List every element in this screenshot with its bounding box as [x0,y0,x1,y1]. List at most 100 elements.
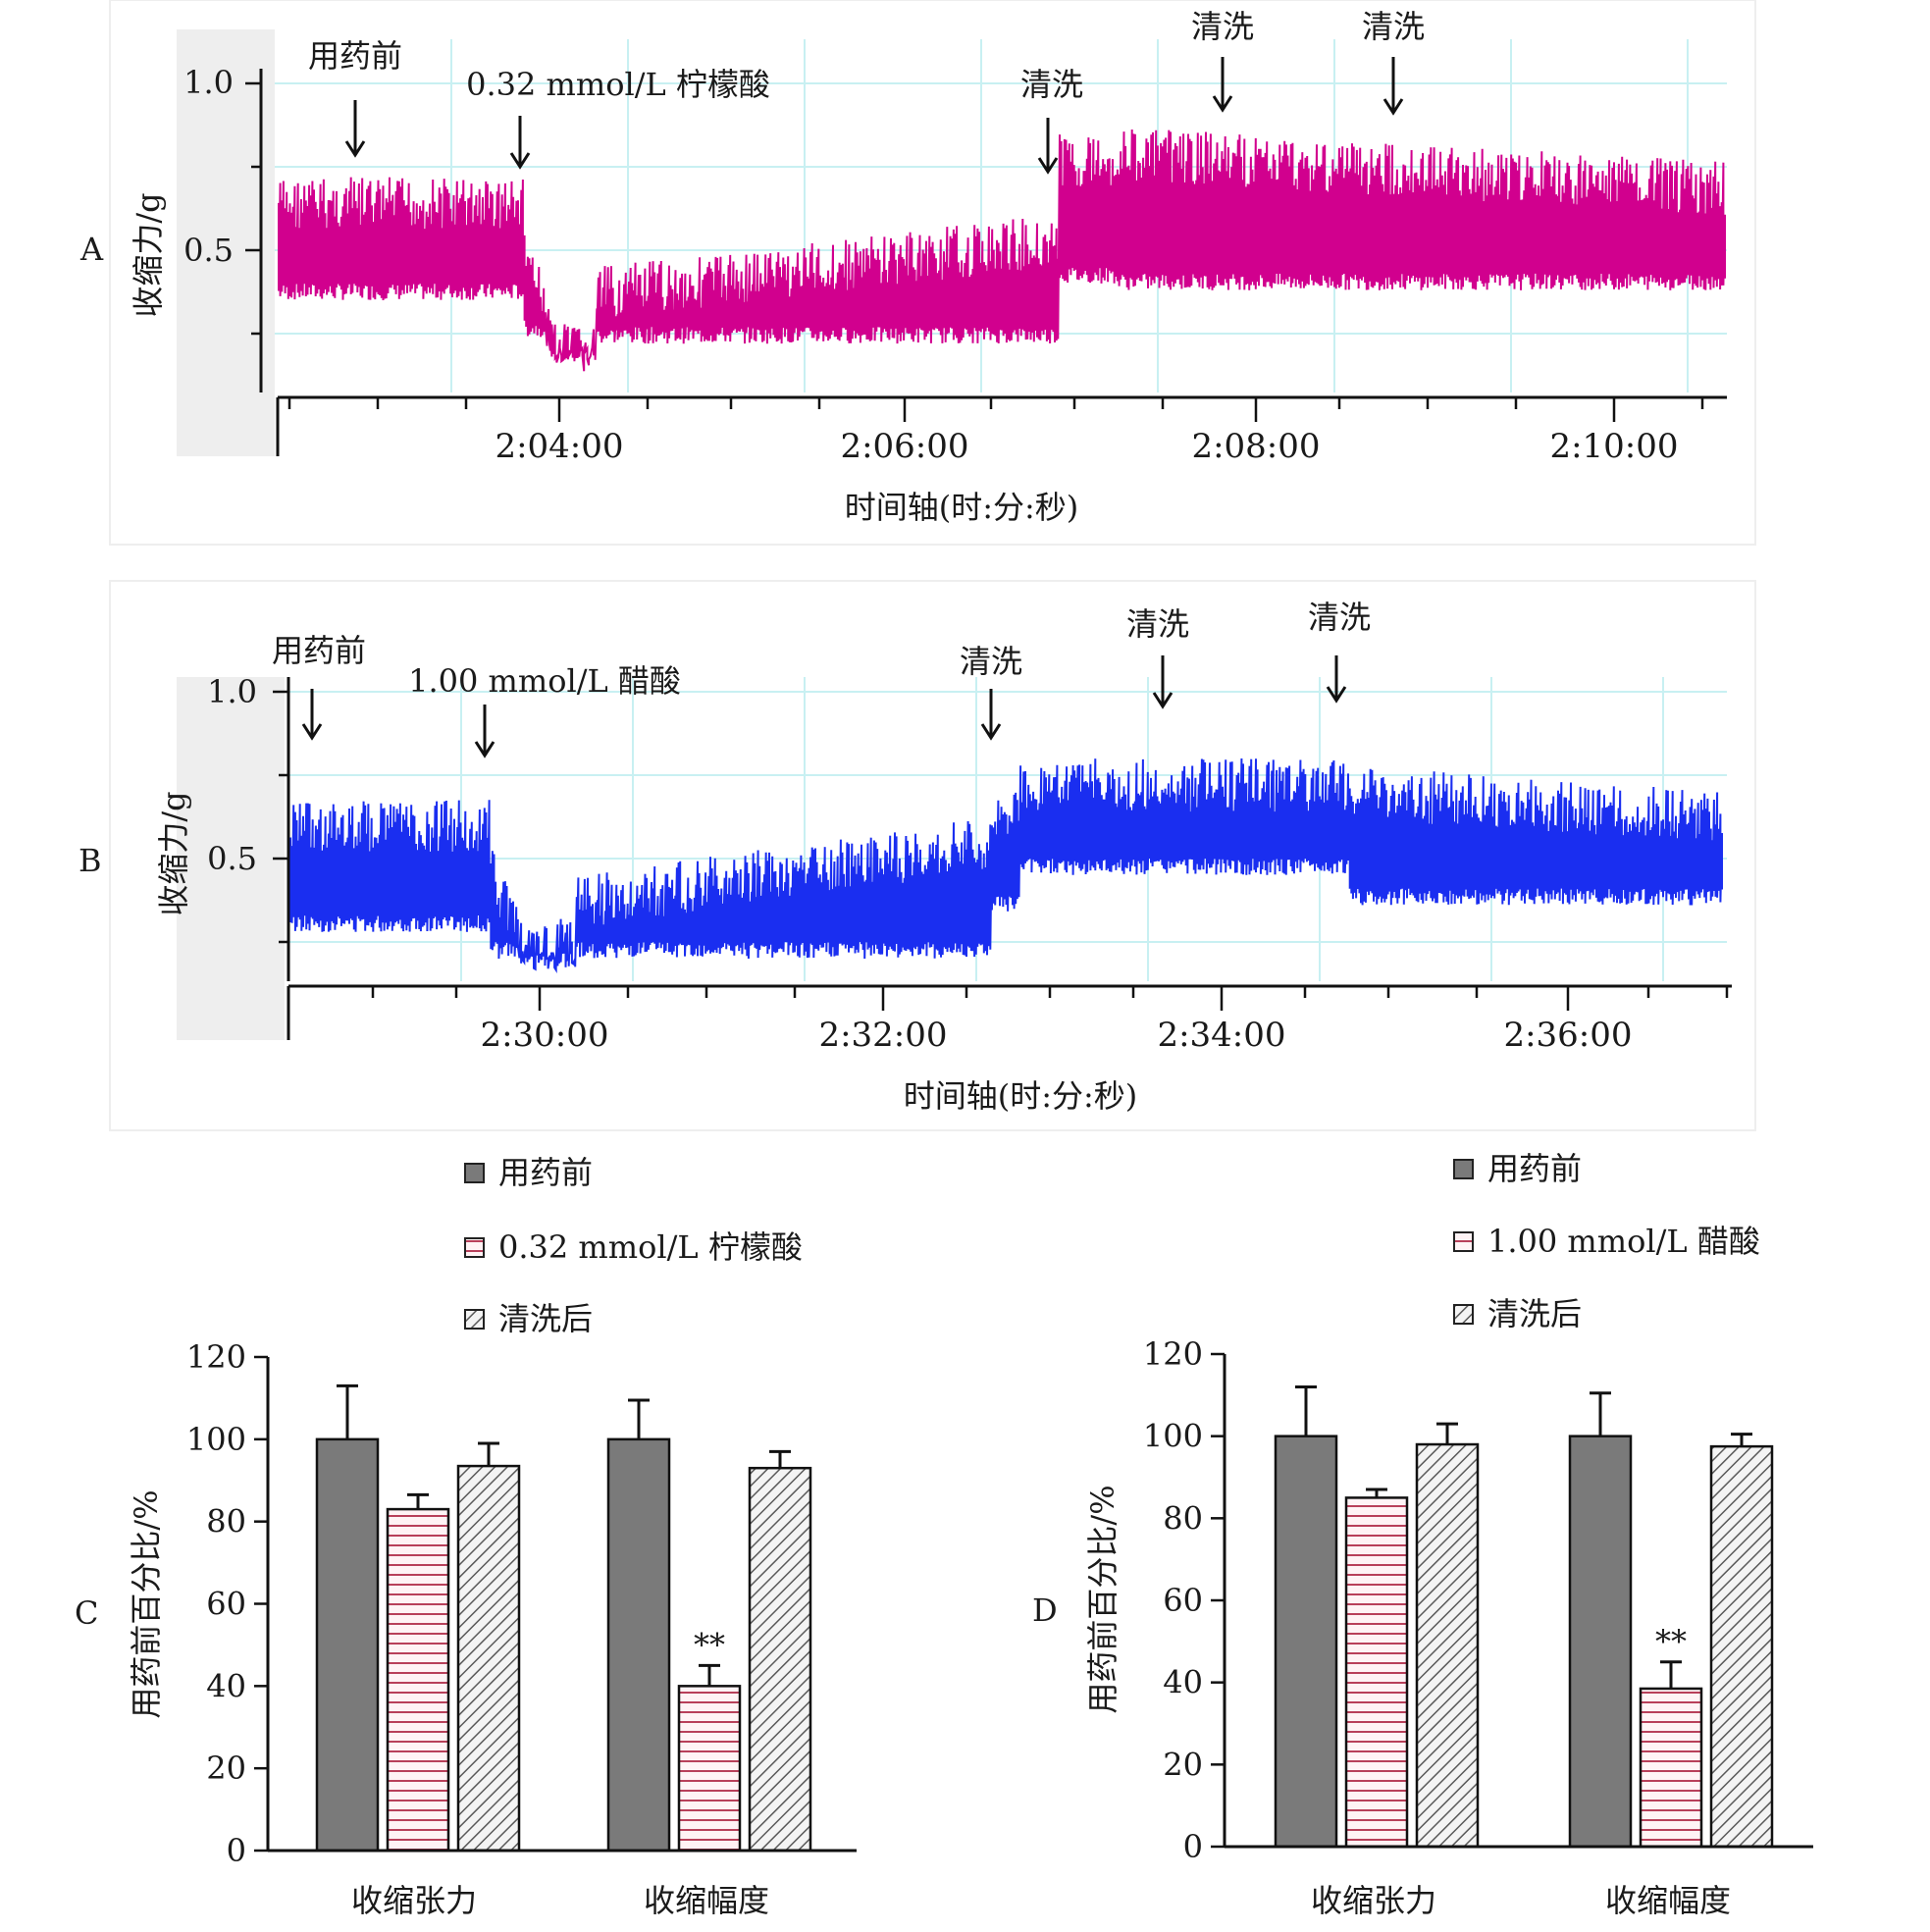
panel-c-legend-swatch-1 [464,1163,485,1183]
panel-d-label: D [1032,1592,1058,1629]
panel-b-label: B [78,842,102,879]
panel-c-ytick-label-40: 40 [206,1667,246,1704]
panel-c-legend-swatch-3 [464,1309,485,1330]
panel-d-ytick-label-80: 80 [1163,1499,1203,1537]
panel-a-annotation-5-arrowhead-icon [1382,98,1404,116]
panel-b-xtick-label-3: 2:34:00 [1157,1016,1285,1055]
panel-c-bars: ** [315,1384,812,1853]
panel-c-category-2: 收缩幅度 [644,1882,769,1919]
panel-b-ytick-label-1: 1.0 [207,673,257,710]
panel-b-annotation-1-label: 用药前 [272,632,366,669]
panel-d-legend-swatch-2 [1453,1231,1474,1252]
panel-b-annotation-4-arrowhead-icon [1152,692,1174,709]
panel-d-ytick-label-0: 0 [1183,1828,1203,1865]
panel-a-xtick-label-4: 2:10:00 [1549,427,1678,466]
panel-d-significance-mark-1: ** [1655,1623,1687,1660]
panel-a-annotation-4-label: 清洗 [1191,8,1254,45]
panel-d-ytick-label-60: 60 [1163,1582,1203,1619]
panel-c-bar-s3-c2 [748,1466,812,1853]
panel-b-annotation-5-arrowhead-icon [1326,686,1347,704]
panel-b-annotation-3-label: 清洗 [960,643,1022,680]
panel-d-legend: 用药前 1.00 mmol/L 醋酸 清洗后 [1453,1150,1760,1332]
panel-a-y-label: 收缩力/g [130,192,167,317]
panel-a-annotation-2-arrowhead-icon [509,152,531,170]
panel-c-ytick-label-20: 20 [206,1749,246,1787]
panel-d-bar-s1-c2 [1568,1435,1633,1849]
panel-a-annotation-1-label: 用药前 [308,37,402,75]
panel-a-annotation-2-label: 0.32 mmol/L 柠檬酸 [466,66,770,103]
panel-d-bar-s3-c1 [1415,1442,1480,1849]
trace-panel-a: 1.0 0.5 2:04:00 2:06:00 2:08:00 2:10:00 … [79,0,1756,546]
panel-c-label: C [75,1594,98,1632]
panel-b-y-label: 收缩力/g [155,791,192,915]
panel-c-ytick-label-60: 60 [206,1586,246,1623]
panel-b-xticks [371,986,1729,1011]
panel-d-yticks: 0 20 40 60 80 100 120 [1143,1335,1225,1865]
bar-panel-d: 用药前 1.00 mmol/L 醋酸 清洗后 ** 0 20 40 60 80 100 12… [1032,1150,1813,1919]
panel-d-category-1: 收缩张力 [1311,1882,1436,1919]
panel-a-label: A [79,231,104,268]
panel-b-annotation-1-arrowhead-icon [301,723,323,741]
panel-a-annotation-5-label: 清洗 [1362,8,1425,45]
panel-a-x-label: 时间轴(时:分:秒) [845,489,1079,526]
panel-d-legend-label-3: 清洗后 [1487,1295,1582,1332]
panel-c-ytick-label-100: 100 [186,1421,246,1458]
panel-c-legend-label-2: 0.32 mmol/L 柠檬酸 [498,1228,803,1266]
panel-c-category-1: 收缩张力 [351,1882,477,1919]
panel-c-y-label: 用药前百分比/% [128,1489,165,1718]
panel-b-annotation-2-arrowhead-icon [474,741,496,758]
panel-a-xtick-label-3: 2:08:00 [1191,427,1320,466]
panel-a-xtick-label-2: 2:06:00 [840,427,968,466]
panel-b-shade [177,677,285,1040]
panel-a-annotation-1-arrowhead-icon [344,140,366,158]
panel-c-bar-s1-c1 [315,1437,380,1853]
panel-b-ytick-label-05: 0.5 [207,840,257,877]
panel-d-legend-label-1: 用药前 [1487,1150,1582,1187]
bar-panel-c: 用药前 0.32 mmol/L 柠檬酸 清洗后 ** 0 20 40 60 80 100 1… [75,1154,857,1919]
panel-b-xtick-label-2: 2:32:00 [818,1016,947,1055]
panel-a-xtick-label-1: 2:04:00 [495,427,623,466]
panel-d-ytick-label-100: 100 [1143,1418,1203,1455]
panel-b-annotation-5-label: 清洗 [1308,599,1371,636]
panel-d-bar-s2-c1 [1344,1496,1409,1849]
panel-d-ytick-label-40: 40 [1163,1664,1203,1701]
panel-d-bar-s3-c2 [1709,1444,1774,1849]
panel-a-annotation-4-arrowhead-icon [1212,95,1233,113]
contraction-trace-b [289,757,1723,974]
panel-b-x-label: 时间轴(时:分:秒) [904,1077,1138,1115]
panel-b-xtick-label-4: 2:36:00 [1503,1016,1632,1055]
panel-c-legend-label-3: 清洗后 [498,1300,593,1337]
panel-c-bar-s3-c1 [456,1464,521,1853]
panel-c-yticks: 0 20 40 60 80 100 120 [186,1338,268,1869]
panel-c-ytick-label-120: 120 [186,1338,246,1376]
panel-c-legend-swatch-2 [464,1237,485,1258]
panel-a-ytick-label-1: 1.0 [183,64,234,101]
panel-d-ytick-label-120: 120 [1143,1335,1203,1373]
panel-c-bar-s1-c2 [606,1437,671,1853]
contraction-trace-a [278,129,1726,372]
panel-d-bar-s2-c2 [1639,1687,1703,1849]
panel-d-ytick-label-20: 20 [1163,1746,1203,1783]
panel-c-significance-mark-1: ** [694,1626,725,1663]
panel-a-xticks [287,397,1704,422]
panel-d-bar-s1-c1 [1274,1435,1338,1849]
panel-b-annotation-4-label: 清洗 [1126,605,1189,643]
panel-c-ytick-label-80: 80 [206,1503,246,1540]
trace-panel-b: 1.0 0.5 2:30:00 2:32:00 2:34:00 2:36:00 … [78,580,1756,1131]
panel-d-category-2: 收缩幅度 [1605,1882,1731,1919]
panel-b-annotation-2-label: 1.00 mmol/L 醋酸 [408,662,681,700]
panel-d-legend-label-2: 1.00 mmol/L 醋酸 [1487,1223,1760,1260]
panel-a-annotation-3-label: 清洗 [1020,66,1083,103]
panel-d-y-label: 用药前百分比/% [1084,1485,1121,1713]
panel-b-annotation-3-arrowhead-icon [980,723,1002,741]
panel-c-legend: 用药前 0.32 mmol/L 柠檬酸 清洗后 [464,1154,803,1337]
panel-c-bar-s2-c2 [677,1685,742,1853]
panel-b-xtick-label-1: 2:30:00 [480,1016,608,1055]
panel-d-legend-swatch-3 [1453,1304,1474,1325]
panel-a-shade [177,29,275,456]
panel-c-ytick-label-0: 0 [227,1832,246,1869]
panel-d-legend-swatch-1 [1453,1159,1474,1179]
